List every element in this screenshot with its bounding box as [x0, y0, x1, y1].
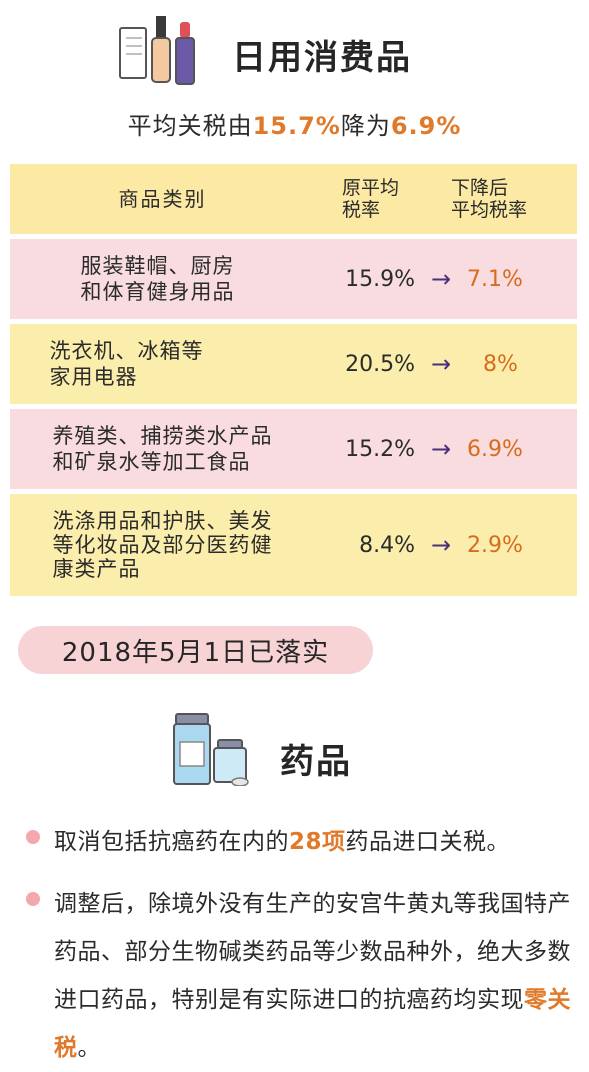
- rate-cell: 15.2% → 6.9%: [320, 409, 577, 489]
- header-category-cell: 商品类别: [10, 164, 315, 234]
- category-text: 养殖类、捕捞类水产品 和矿泉水等加工食品: [52, 424, 273, 474]
- arrow-icon: →: [430, 531, 452, 559]
- header-old-rate: 原平均 税率: [342, 177, 400, 221]
- bullet-text-post: 。: [77, 1035, 101, 1061]
- new-rate: 6.9%: [467, 436, 523, 462]
- bullet-dot-icon: [26, 830, 40, 844]
- old-rate: 15.2%: [345, 436, 415, 462]
- old-rate: 20.5%: [345, 351, 415, 377]
- header-category: 商品类别: [118, 187, 207, 211]
- category-cell: 洗涤用品和护肤、美发 等化妆品及部分医药健 康类产品: [10, 494, 315, 596]
- new-rate: 7.1%: [467, 266, 523, 292]
- category-cell: 服装鞋帽、厨房 和体育健身用品: [10, 239, 315, 319]
- old-rate: 15.9%: [345, 266, 415, 292]
- arrow-icon: →: [430, 350, 452, 378]
- arrow-icon: →: [430, 265, 452, 293]
- section-title-medicine: 药品: [280, 742, 352, 782]
- header-rates-cell: 原平均 税率 下降后 平均税率: [320, 164, 577, 234]
- table-row: 养殖类、捕捞类水产品 和矿泉水等加工食品 15.2% → 6.9%: [10, 409, 577, 489]
- subtitle-from-rate: 15.7%: [252, 112, 341, 140]
- new-rate: 2.9%: [467, 532, 523, 558]
- category-cell: 洗衣机、冰箱等 家用电器: [10, 324, 315, 404]
- effective-date-badge: 2018年5月1日已落实: [18, 626, 373, 674]
- table-row: 洗涤用品和护肤、美发 等化妆品及部分医药健 康类产品 8.4% → 2.9%: [10, 494, 577, 596]
- list-item: 调整后，除境外没有生产的安宫牛黄丸等我国特产药品、部分生物碱类药品等少数品种外，…: [26, 880, 571, 1072]
- table-row: 洗衣机、冰箱等 家用电器 20.5% → 8%: [10, 324, 577, 404]
- old-rate: 8.4%: [359, 532, 415, 558]
- header-new-rate: 下降后 平均税率: [451, 177, 528, 221]
- category-text: 服装鞋帽、厨房 和体育健身用品: [80, 254, 235, 304]
- rate-cell: 8.4% → 2.9%: [320, 494, 577, 596]
- subtitle-to-rate: 6.9%: [390, 112, 462, 140]
- category-text: 洗衣机、冰箱等 家用电器: [49, 339, 204, 389]
- cosmetics-icon: [119, 16, 195, 85]
- category-text: 洗涤用品和护肤、美发 等化妆品及部分医药健 康类产品: [52, 509, 273, 581]
- bullet-text: 取消包括抗癌药在内的28项药品进口关税。: [54, 818, 571, 866]
- bullet-highlight: 28项: [289, 829, 346, 855]
- subtitle-prefix: 平均关税由: [127, 112, 253, 140]
- section-title-daily-goods: 日用消费品: [232, 38, 412, 78]
- table-row: 服装鞋帽、厨房 和体育健身用品 15.9% → 7.1%: [10, 239, 577, 319]
- rate-cell: 15.9% → 7.1%: [320, 239, 577, 319]
- bullet-text-post: 药品进口关税。: [345, 829, 511, 855]
- table-header-row: 商品类别 原平均 税率 下降后 平均税率: [10, 164, 577, 234]
- bullet-text: 调整后，除境外没有生产的安宫牛黄丸等我国特产药品、部分生物碱类药品等少数品种外，…: [54, 880, 571, 1072]
- subtitle-mid: 降为: [340, 112, 391, 140]
- tariff-subtitle: 平均关税由15.7%降为6.9%: [0, 106, 589, 141]
- bullet-dot-icon: [26, 892, 40, 906]
- category-cell: 养殖类、捕捞类水产品 和矿泉水等加工食品: [10, 409, 315, 489]
- bullet-text-pre: 调整后，除境外没有生产的安宫牛黄丸等我国特产药品、部分生物碱类药品等少数品种外，…: [54, 891, 571, 1013]
- bullet-text-pre: 取消包括抗癌药在内的: [54, 829, 289, 855]
- list-item: 取消包括抗癌药在内的28项药品进口关税。: [26, 818, 571, 866]
- bullet-highlight: 零关税: [54, 987, 571, 1061]
- new-rate: 8%: [483, 351, 518, 377]
- arrow-icon: →: [430, 435, 452, 463]
- rate-cell: 20.5% → 8%: [320, 324, 577, 404]
- medicine-bottles-icon: [173, 713, 249, 786]
